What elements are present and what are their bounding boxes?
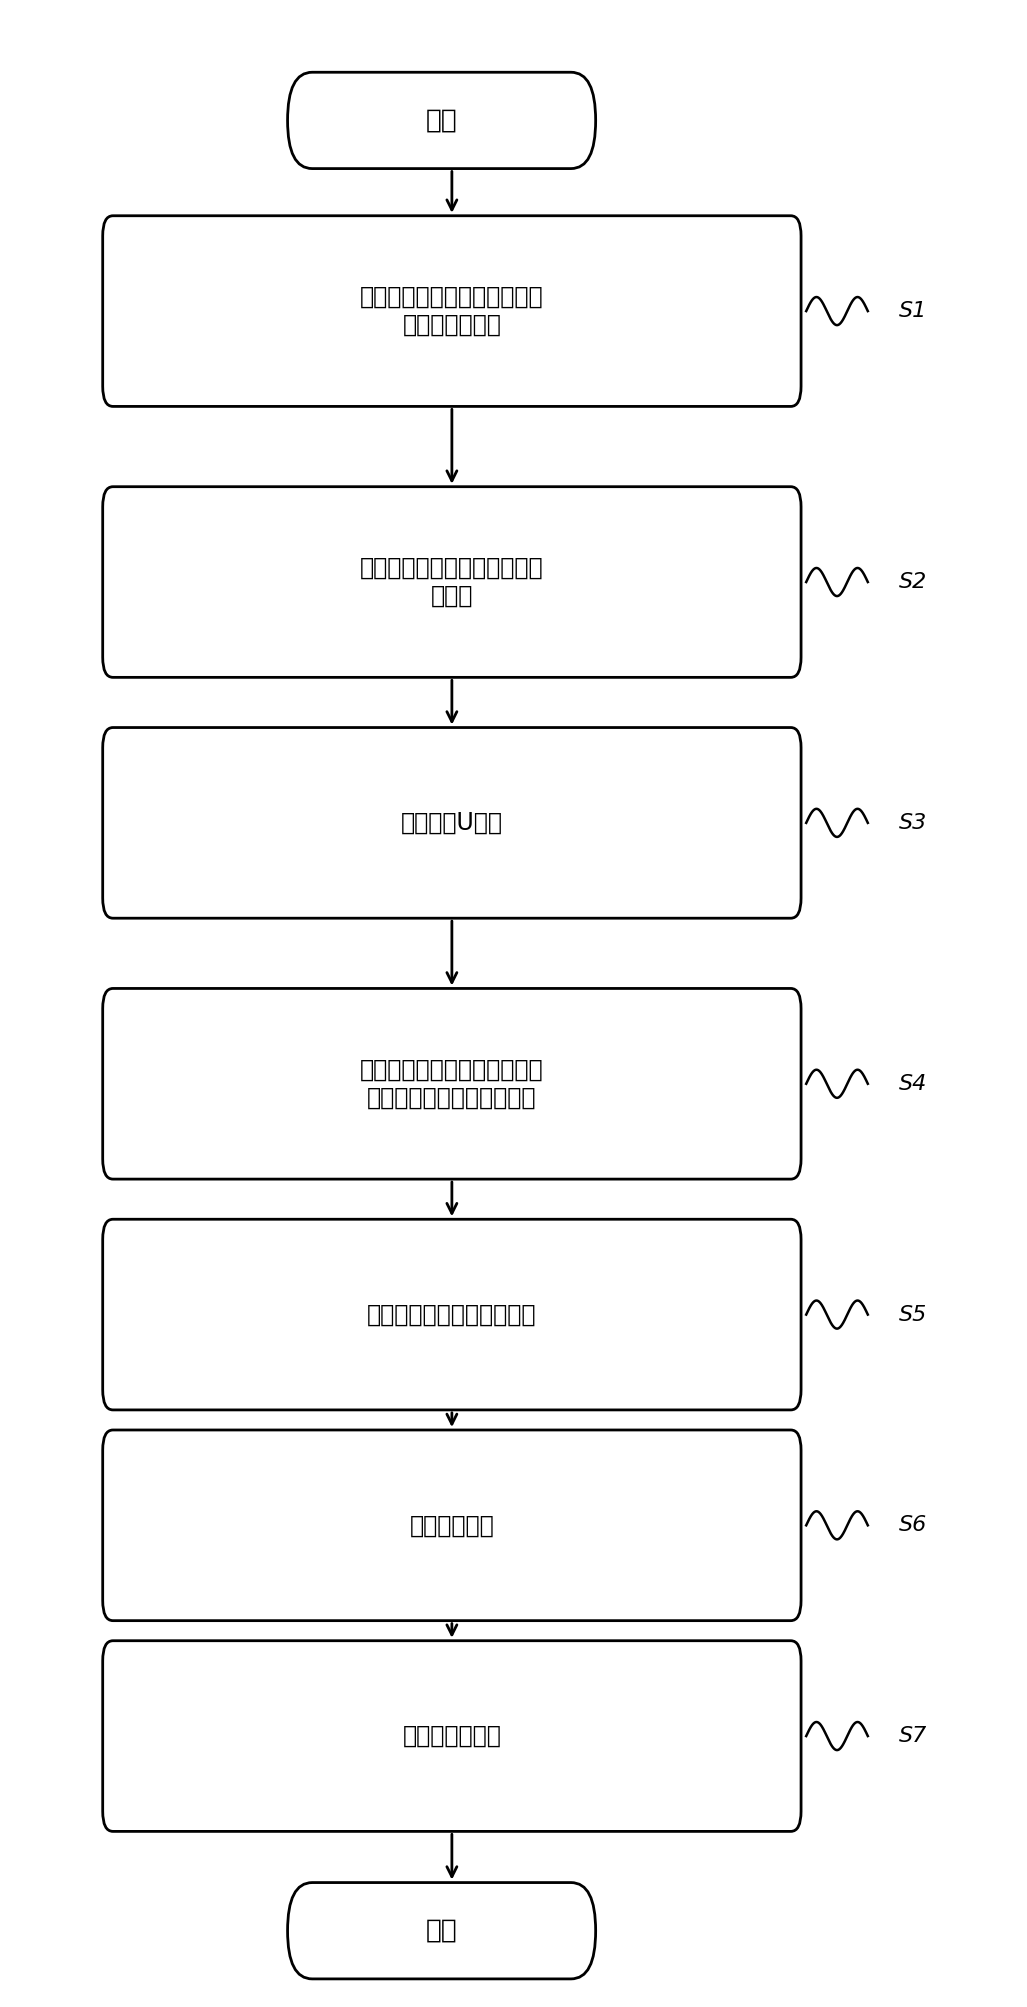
FancyBboxPatch shape	[288, 1883, 596, 1979]
Text: 形成源区和漏区: 形成源区和漏区	[403, 1724, 501, 1748]
Text: S3: S3	[899, 813, 927, 833]
FancyBboxPatch shape	[103, 488, 801, 678]
Text: 在第一掉杂类型的半导体衬底
表面生长氧化层: 在第一掉杂类型的半导体衬底 表面生长氧化层	[360, 285, 543, 337]
FancyBboxPatch shape	[103, 729, 801, 919]
FancyBboxPatch shape	[103, 987, 801, 1178]
FancyBboxPatch shape	[103, 1220, 801, 1409]
Text: 结束: 结束	[426, 1919, 457, 1943]
Text: 刻蚀形成U型槽: 刻蚀形成U型槽	[401, 811, 503, 835]
Text: 形成第二栅介质层和控制栅: 形成第二栅介质层和控制栅	[367, 1303, 537, 1327]
Text: 开始: 开始	[426, 108, 457, 132]
FancyBboxPatch shape	[103, 1429, 801, 1622]
Text: S2: S2	[899, 572, 927, 592]
Text: 形成第一栅介质层、第一半导
体层、第二半导体层和浮栅: 形成第一栅介质层、第一半导 体层、第二半导体层和浮栅	[360, 1058, 543, 1110]
FancyBboxPatch shape	[103, 1642, 801, 1830]
Text: 形成具有第二掉杂类型的半浮
栅阱区: 形成具有第二掉杂类型的半浮 栅阱区	[360, 556, 543, 608]
Text: 形成栅极侧墙: 形成栅极侧墙	[410, 1513, 494, 1537]
FancyBboxPatch shape	[288, 72, 596, 169]
Text: S1: S1	[899, 301, 927, 321]
Text: S4: S4	[899, 1074, 927, 1094]
Text: S5: S5	[899, 1305, 927, 1325]
FancyBboxPatch shape	[103, 217, 801, 405]
Text: S7: S7	[899, 1726, 927, 1746]
Text: S6: S6	[899, 1515, 927, 1535]
